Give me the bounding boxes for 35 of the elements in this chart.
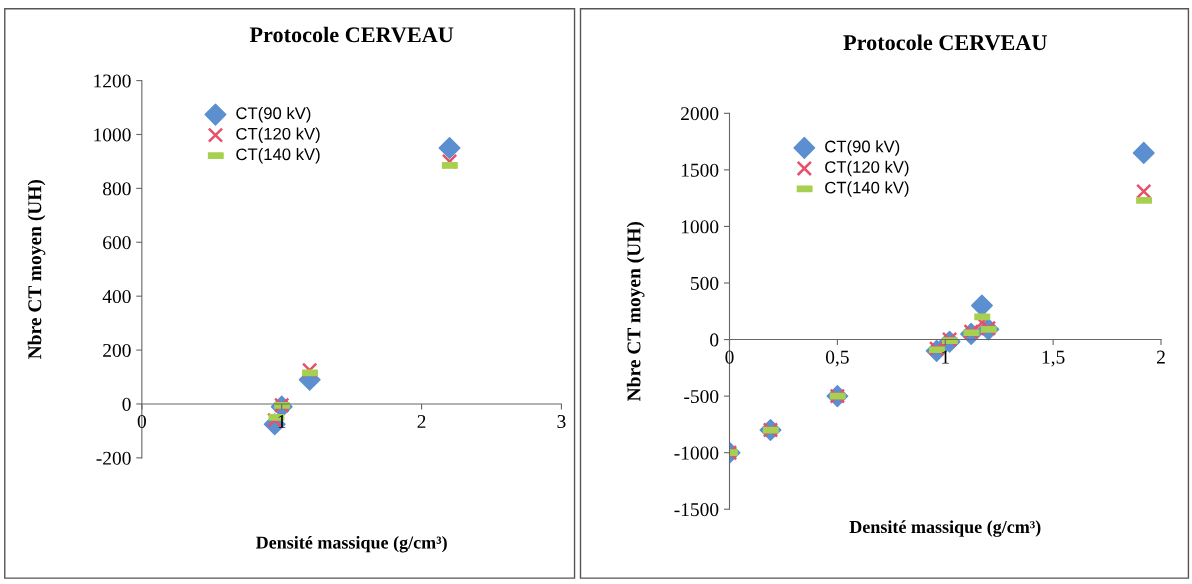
legend-label: CT(140 kV) <box>236 147 320 164</box>
legend-label: CT(90 kV) <box>236 106 311 123</box>
y-tick-label: -200 <box>96 451 131 465</box>
x-tick-label: 0 <box>137 414 146 429</box>
y-tick-label: -1000 <box>674 446 719 460</box>
y-tick-label: 1000 <box>94 128 131 142</box>
x-axis-title: Densité massique (g/cm³) <box>849 520 1041 537</box>
x-tick-label: 1 <box>942 350 949 364</box>
x-axis-title: Densité massique (g/cm³) <box>255 535 447 553</box>
chart-title: Protocole CERVEAU <box>843 34 1047 51</box>
legend-label: CT(120 kV) <box>236 127 320 143</box>
y-tick-label: 400 <box>102 289 131 304</box>
y-tick-label: 1000 <box>681 220 719 234</box>
y-axis-title: Nbre CT moyen (UH) <box>27 179 46 359</box>
y-tick-label: 1500 <box>681 163 719 177</box>
x-tick-label: 2 <box>417 414 426 428</box>
y-tick-label: 600 <box>103 236 131 250</box>
y-tick-label: 0 <box>710 333 719 347</box>
y-tick-label: 800 <box>103 182 131 196</box>
y-tick-label: 0 <box>122 397 131 411</box>
y-tick-label: 1200 <box>94 74 131 88</box>
legend-label: CT(90 kV) <box>825 140 900 156</box>
x-tick-label: 3 <box>557 414 566 429</box>
y-axis-title: Nbre CT moyen (UH) <box>626 222 645 402</box>
legend-label: CT(120 kV) <box>825 160 909 177</box>
y-tick-label: 2000 <box>681 107 719 121</box>
legend-label: CT(140 kV) <box>825 181 909 197</box>
y-tick-label: -1500 <box>674 503 719 517</box>
y-tick-label: -500 <box>684 389 719 404</box>
chart-title: Protocole CERVEAU <box>249 26 454 43</box>
y-tick-label: 500 <box>691 276 719 290</box>
x-tick-label: 1,5 <box>1042 350 1065 367</box>
x-tick-label: 2 <box>1157 350 1165 364</box>
x-tick-label: 0,5 <box>825 350 849 367</box>
y-tick-label: 200 <box>103 343 131 357</box>
